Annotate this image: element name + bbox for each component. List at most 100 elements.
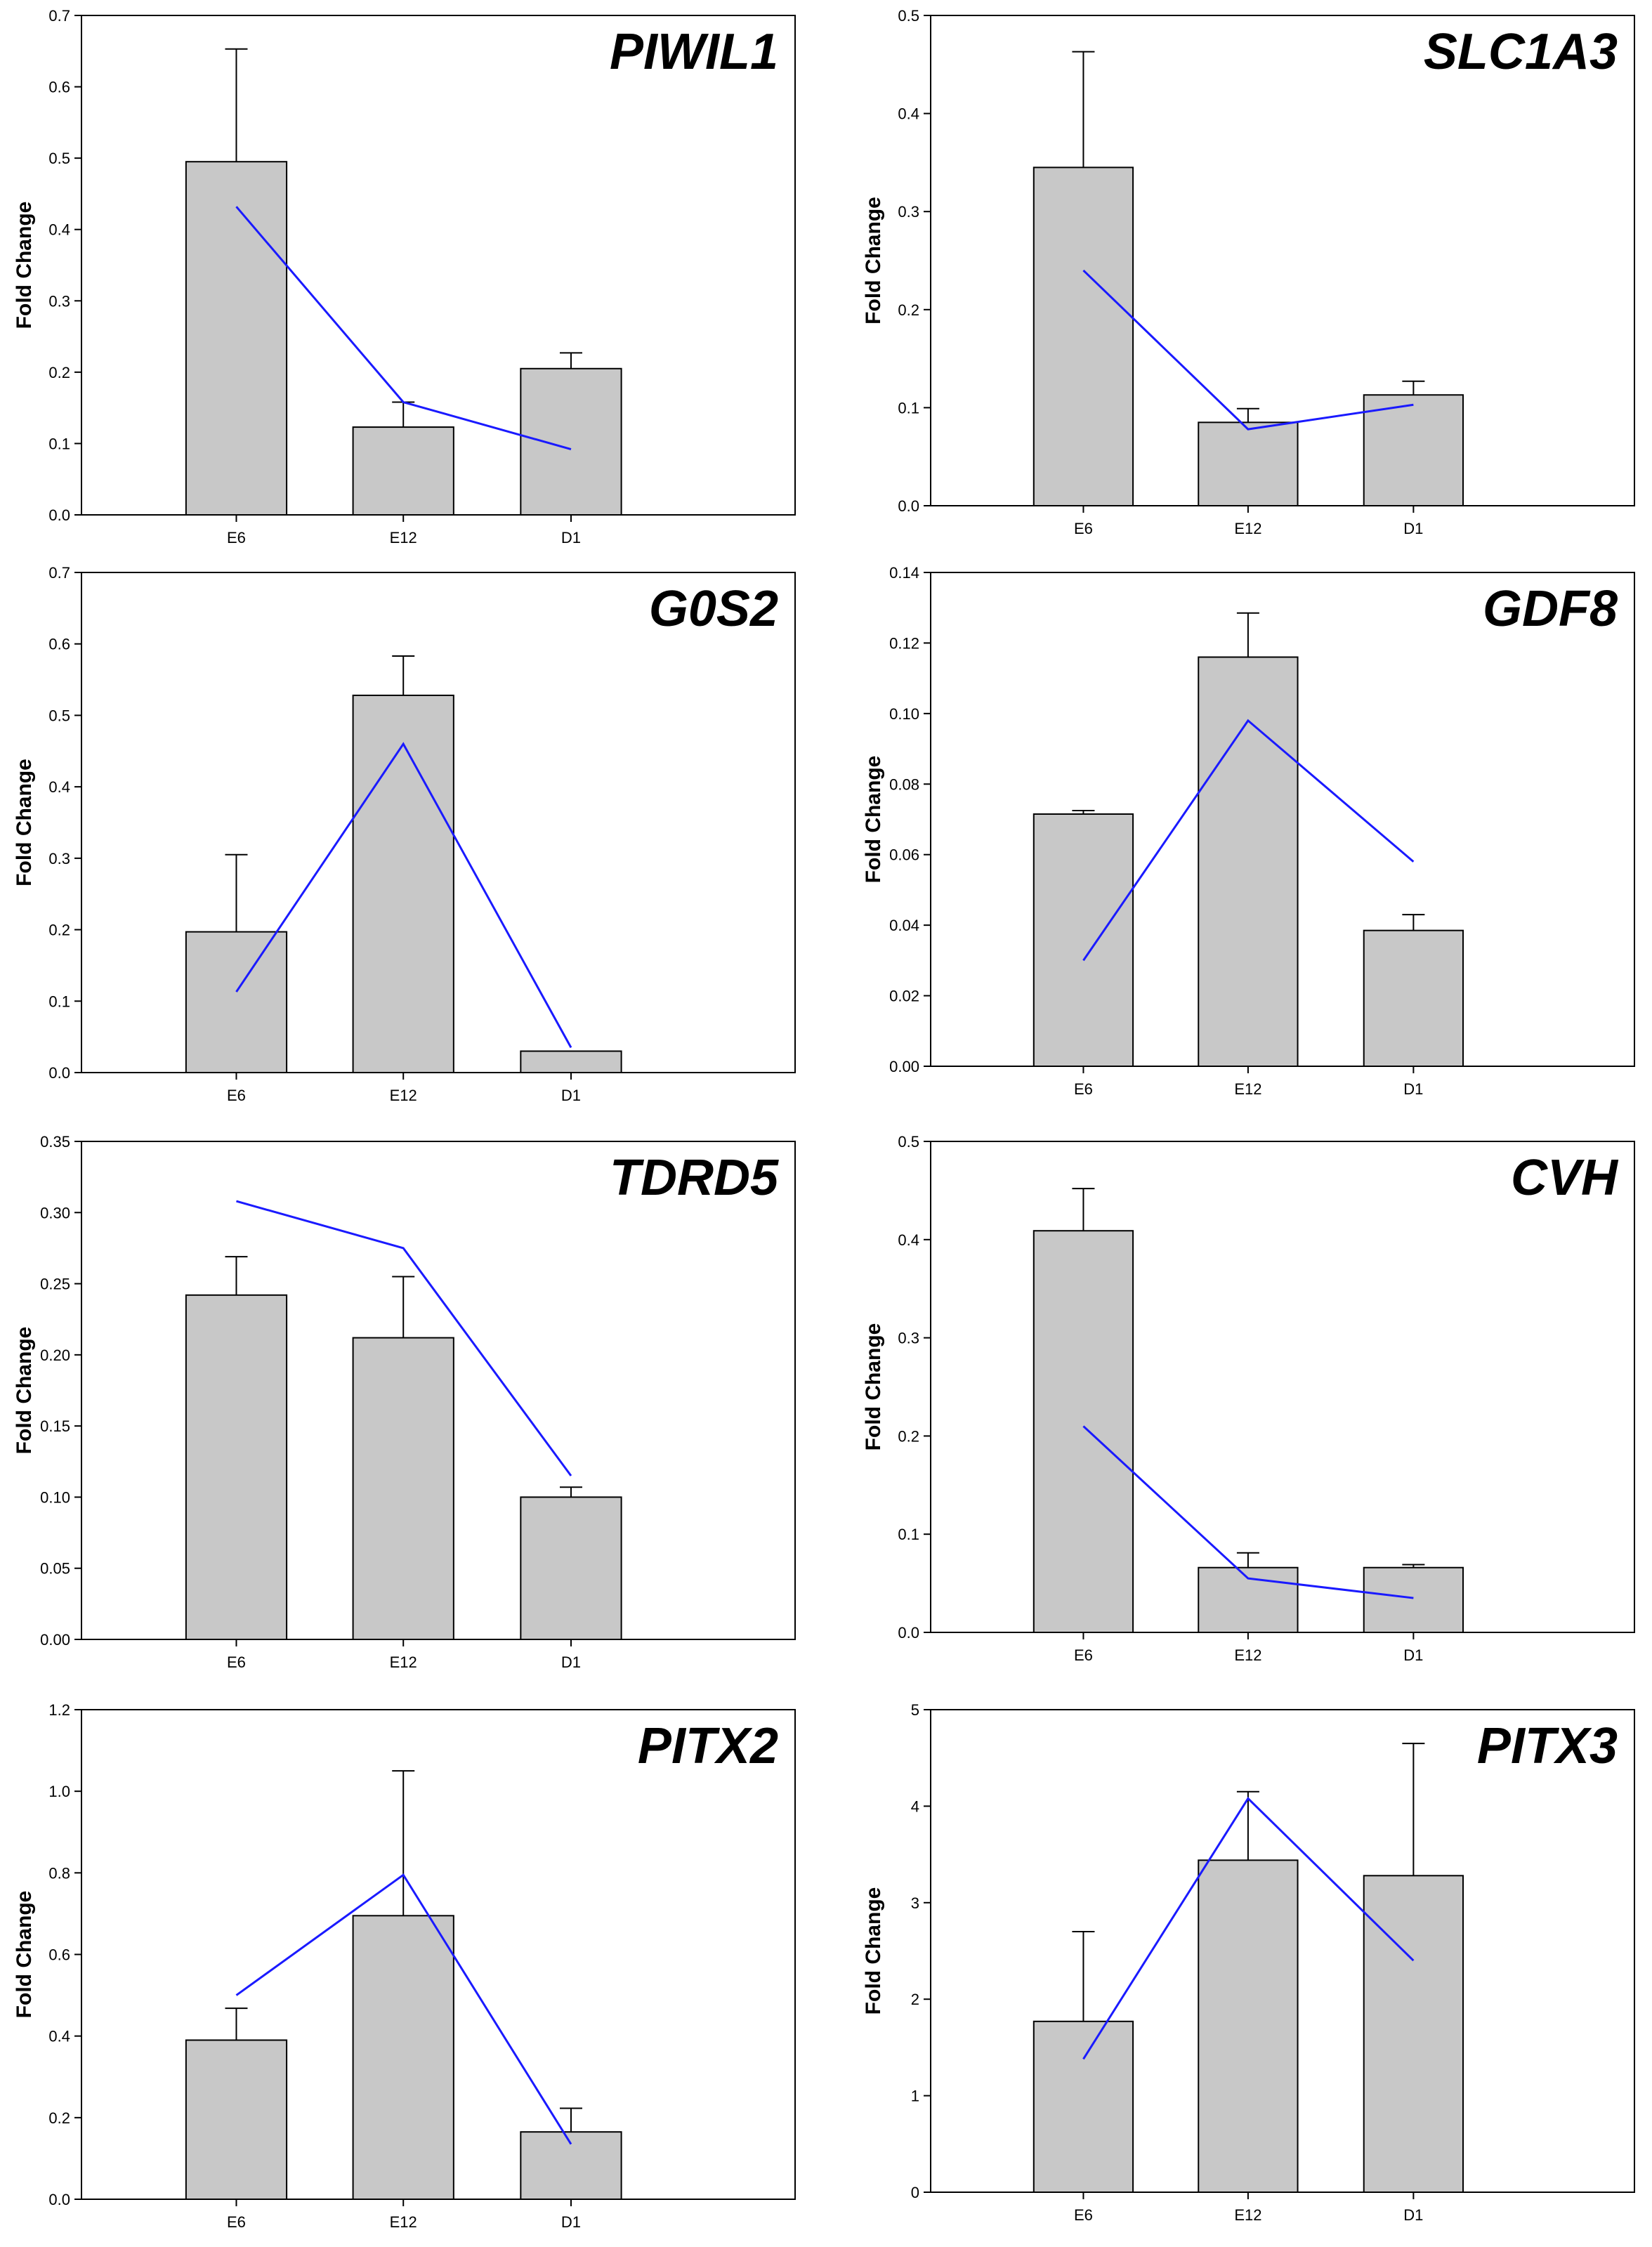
y-tick-label: 0.00	[40, 1631, 70, 1649]
chart-title: TDRD5	[610, 1150, 779, 1206]
y-axis-label: Fold Change	[862, 1887, 885, 2015]
chart-title: CVH	[1511, 1150, 1619, 1206]
y-tick-label: 0.05	[40, 1560, 70, 1578]
x-tick-label: E12	[1234, 520, 1261, 537]
x-tick-label: E12	[390, 1087, 417, 1104]
y-axis-label: Fold Change	[13, 1327, 36, 1455]
y-tick-label: 0.6	[48, 1946, 70, 1964]
chart-title: GDF8	[1483, 581, 1618, 637]
y-tick-label: 0.2	[48, 922, 70, 939]
y-tick-label: 0.3	[898, 1330, 919, 1347]
y-tick-label: 0.2	[48, 364, 70, 381]
trend-line	[1082, 1425, 1414, 1599]
y-tick-label: 0.0	[48, 2191, 70, 2208]
y-tick-label: 5	[911, 1701, 919, 1719]
y-tick-label: 0.5	[898, 7, 919, 25]
y-tick-label: 0.10	[889, 705, 919, 723]
y-axis-label: Fold Change	[13, 1891, 36, 2019]
y-axis-label: Fold Change	[13, 759, 36, 886]
y-tick-label: 0.7	[48, 7, 70, 25]
y-axis-label: Fold Change	[862, 756, 885, 884]
x-tick-label: E12	[1234, 1080, 1261, 1098]
x-tick-label: E6	[1074, 520, 1093, 537]
y-tick-label: 4	[911, 1797, 919, 1815]
y-tick-label: 0.4	[48, 221, 70, 239]
x-tick-label: D1	[1403, 1646, 1423, 1664]
bar-d1	[520, 1496, 622, 1640]
bar-e12	[352, 426, 454, 516]
y-tick-label: 0.4	[48, 2028, 70, 2045]
x-tick-label: D1	[561, 1653, 581, 1671]
y-tick-label: 0.0	[48, 506, 70, 524]
bar-d1	[1363, 1875, 1464, 2193]
x-tick-label: E12	[390, 529, 417, 546]
y-tick-label: 0.7	[48, 564, 70, 582]
trend-line	[1082, 719, 1415, 962]
y-tick-label: 0.1	[898, 1526, 919, 1543]
y-tick-label: 0.6	[48, 79, 70, 96]
y-tick-label: 0.20	[40, 1347, 70, 1364]
y-tick-label: 0.14	[889, 564, 919, 582]
bar-e6	[185, 161, 288, 516]
trend-line	[235, 1873, 572, 2145]
y-tick-label: 1.2	[48, 1701, 70, 1719]
chart-title: G0S2	[649, 581, 778, 637]
bar-e6	[185, 1294, 288, 1640]
y-tick-label: 0.06	[889, 846, 919, 864]
x-tick-label: E6	[227, 1087, 246, 1104]
x-tick-label: E6	[227, 1653, 246, 1671]
y-tick-label: 0.00	[889, 1058, 919, 1075]
bar-d1	[520, 367, 622, 516]
chart-title: PIWIL1	[610, 24, 778, 80]
x-tick-label: D1	[561, 529, 581, 546]
y-tick-label: 0.35	[40, 1133, 70, 1151]
y-tick-label: 0.25	[40, 1276, 70, 1293]
y-tick-label: 0.4	[898, 1231, 919, 1249]
bar-e12	[352, 1915, 454, 2200]
bar-e12	[1198, 1859, 1299, 2193]
y-tick-label: 0.8	[48, 1864, 70, 1882]
y-tick-label: 0.0	[48, 1064, 70, 1082]
trend-line	[1082, 1797, 1415, 2060]
x-tick-label: E12	[1234, 1646, 1261, 1664]
y-tick-label: 0.3	[48, 850, 70, 867]
y-tick-label: 0.0	[898, 1624, 919, 1642]
y-tick-label: 0.12	[889, 634, 919, 652]
bar-e6	[1032, 813, 1134, 1068]
bar-e6	[1032, 166, 1134, 506]
y-tick-label: 0.5	[48, 707, 70, 724]
x-tick-label: E6	[227, 2213, 246, 2231]
bar-e12	[352, 694, 454, 1073]
y-tick-label: 0.5	[48, 150, 70, 167]
bar-e12	[352, 1337, 454, 1640]
x-tick-label: E6	[1074, 1080, 1093, 1098]
trend-line	[235, 742, 572, 1049]
trend-line	[236, 1200, 572, 1476]
bar-e6	[1032, 2020, 1134, 2193]
x-tick-label: D1	[1403, 1080, 1423, 1098]
y-tick-label: 3	[911, 1894, 919, 1912]
x-tick-label: E6	[1074, 2206, 1093, 2224]
y-tick-label: 0.30	[40, 1204, 70, 1221]
x-tick-label: E12	[390, 2213, 417, 2231]
y-tick-label: 0.4	[48, 778, 70, 796]
bar-e6	[1032, 1230, 1134, 1633]
trend-line	[235, 206, 572, 450]
y-tick-label: 0.0	[898, 497, 919, 515]
y-tick-label: 0.15	[40, 1417, 70, 1435]
y-tick-label: 0.02	[889, 988, 919, 1005]
y-tick-label: 2	[911, 1991, 919, 2008]
y-tick-label: 0	[911, 2184, 919, 2201]
x-tick-label: D1	[1403, 2206, 1423, 2224]
y-tick-label: 0.2	[898, 1427, 919, 1445]
y-tick-label: 1.0	[48, 1783, 70, 1800]
bar-d1	[1363, 929, 1464, 1068]
y-tick-label: 0.2	[898, 301, 919, 319]
